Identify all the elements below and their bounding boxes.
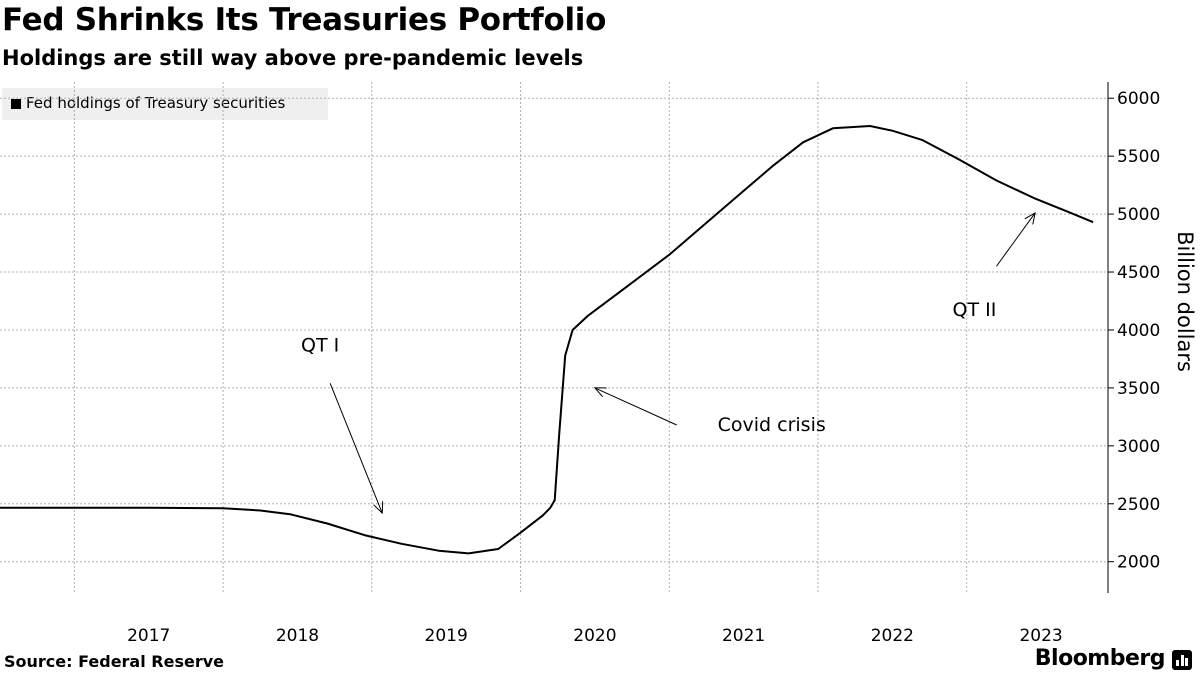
x-axis: 2017 2018 2019 2020 2021 2022 2023 (127, 626, 1063, 646)
x-tick-label: 2017 (127, 626, 170, 646)
x-tick-label: 2022 (871, 626, 914, 646)
y-axis-label: Billion dollars (1173, 231, 1197, 372)
annotation-label: QT I (301, 334, 339, 356)
y-tick-label: 2000 (1117, 553, 1160, 573)
annotation-label: Covid crisis (718, 414, 826, 436)
series-line (0, 125, 1094, 555)
y-tick-label: 6000 (1117, 89, 1160, 109)
y-axis: 2000 2500 3000 3500 4000 4500 5000 5500 6000 (1107, 82, 1160, 593)
y-tick-label: 3000 (1117, 437, 1160, 457)
y-tick-label: 5500 (1117, 147, 1160, 167)
annotation-arrow (595, 388, 677, 426)
y-tick-label: 4000 (1117, 321, 1160, 341)
source-note: Source: Federal Reserve (4, 652, 224, 671)
grid (0, 82, 1108, 593)
chart-subtitle: Holdings are still way above pre-pandemi… (2, 46, 584, 70)
x-tick-label: 2019 (425, 626, 468, 646)
legend-swatch (11, 99, 21, 109)
x-tick-label: 2018 (276, 626, 319, 646)
y-tick-label: 2500 (1117, 495, 1160, 515)
series-layer (0, 125, 1094, 555)
annotation-arrow (329, 383, 382, 513)
chart-title: Fed Shrinks Its Treasuries Portfolio (2, 2, 607, 38)
x-tick-label: 2023 (1019, 626, 1062, 646)
annotations: QT I Covid crisis QT II (301, 213, 1035, 513)
y-tick-label: 3500 (1117, 379, 1160, 399)
annotation-arrow (996, 213, 1035, 267)
x-tick-label: 2020 (573, 626, 616, 646)
y-tick-label: 5000 (1117, 205, 1160, 225)
x-tick-label: 2021 (722, 626, 765, 646)
bloomberg-logo: Bloomberg (1034, 646, 1166, 671)
bloomberg-terminal-icon (1172, 650, 1192, 670)
annotation-label: QT II (953, 299, 997, 321)
y-tick-label: 4500 (1117, 263, 1160, 283)
